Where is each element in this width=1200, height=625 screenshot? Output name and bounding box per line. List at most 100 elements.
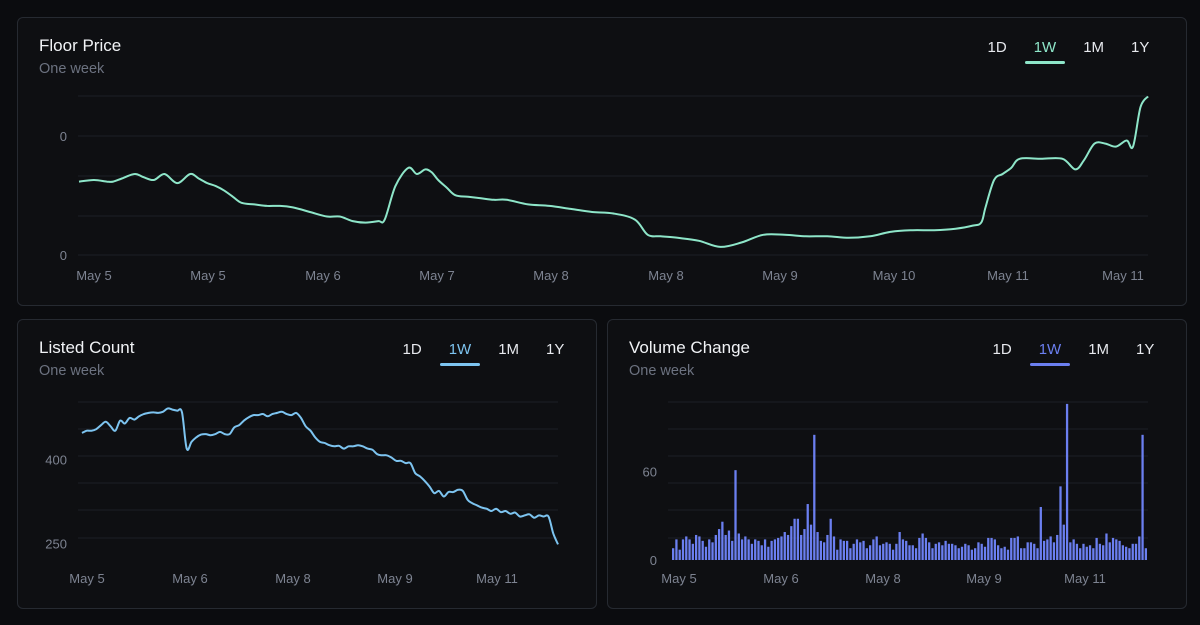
listed-tab-1w[interactable]: 1W bbox=[439, 341, 481, 366]
x-tick-label: May 9 bbox=[762, 268, 797, 283]
volume-bar bbox=[990, 537, 993, 560]
volume-bar bbox=[724, 534, 727, 560]
volume-bar bbox=[977, 542, 980, 560]
x-tick-label: May 11 bbox=[987, 268, 1029, 283]
x-tick-label: May 6 bbox=[763, 571, 798, 586]
volume-bar bbox=[1052, 542, 1056, 560]
volume-bar bbox=[672, 548, 675, 560]
volume-bar bbox=[852, 543, 855, 560]
volume-bar bbox=[701, 540, 704, 560]
volume-bar bbox=[767, 546, 770, 560]
volume-bar bbox=[675, 539, 678, 560]
volume-bar bbox=[1019, 548, 1023, 560]
volume-bar bbox=[754, 539, 757, 560]
floor-tab-1d[interactable]: 1D bbox=[979, 39, 1016, 64]
volume-bar bbox=[829, 518, 832, 560]
volume-bar bbox=[777, 537, 780, 560]
y-tick-label: 0 bbox=[60, 248, 67, 263]
volume-bar bbox=[1016, 536, 1019, 560]
floor-tab-1w[interactable]: 1W bbox=[1024, 39, 1066, 64]
tab-label: 1D bbox=[987, 39, 1007, 56]
volume-tab-1m[interactable]: 1M bbox=[1079, 341, 1118, 366]
volume-bar bbox=[1118, 540, 1121, 560]
tab-label: 1D bbox=[402, 341, 422, 358]
volume-bar bbox=[875, 536, 878, 560]
listed-count-timeframe-tabs: 1D 1W 1M 1Y bbox=[389, 341, 578, 366]
volume-bar bbox=[800, 534, 803, 560]
volume-bar bbox=[1115, 539, 1118, 560]
volume-bar bbox=[1072, 539, 1075, 560]
volume-bar bbox=[993, 539, 996, 560]
volume-bar bbox=[1033, 543, 1036, 560]
volume-bar bbox=[996, 545, 1000, 560]
volume-bar bbox=[803, 529, 806, 560]
volume-bar bbox=[1102, 545, 1105, 560]
x-tick-label: May 9 bbox=[966, 571, 1001, 586]
volume-bar bbox=[944, 540, 947, 560]
volume-bar bbox=[1111, 537, 1115, 560]
volume-bar bbox=[678, 549, 681, 560]
volume-bar bbox=[790, 526, 793, 560]
volume-bar bbox=[1026, 542, 1029, 560]
x-tick-label: May 11 bbox=[1102, 268, 1144, 283]
volume-bar bbox=[770, 540, 773, 560]
volume-bar bbox=[911, 545, 914, 560]
volume-bar bbox=[1056, 534, 1059, 560]
volume-bar bbox=[757, 540, 760, 560]
tab-label: 1M bbox=[1088, 341, 1110, 358]
listed-count-card: Listed Count One week 1D 1W 1M 1Y 400 250… bbox=[17, 319, 597, 609]
volume-tab-1w[interactable]: 1W bbox=[1029, 341, 1071, 366]
volume-bar bbox=[685, 536, 688, 560]
volume-bar bbox=[704, 546, 708, 560]
volume-bar bbox=[868, 545, 872, 560]
tab-label: 1W bbox=[1033, 39, 1057, 56]
tab-label: 1Y bbox=[1131, 39, 1150, 56]
volume-tab-1d[interactable]: 1D bbox=[984, 341, 1021, 366]
y-tick-label: 250 bbox=[45, 536, 67, 551]
volume-bar bbox=[1108, 542, 1111, 560]
volume-bar bbox=[842, 540, 845, 560]
volume-change-subtitle: One week bbox=[629, 363, 695, 379]
volume-bar bbox=[898, 532, 901, 560]
volume-bar bbox=[819, 540, 822, 560]
volume-bar bbox=[823, 542, 826, 560]
volume-bar bbox=[960, 546, 964, 560]
floor-tab-1m[interactable]: 1M bbox=[1074, 39, 1113, 64]
volume-bar bbox=[717, 529, 721, 560]
x-tick-label: May 7 bbox=[419, 268, 454, 283]
listed-tab-1d[interactable]: 1D bbox=[394, 341, 431, 366]
volume-bar bbox=[793, 518, 796, 560]
volume-change-card: Volume Change One week 1D 1W 1M 1Y 60 0 Ma… bbox=[607, 319, 1187, 609]
volume-bar bbox=[1144, 548, 1147, 560]
volume-bar bbox=[895, 543, 898, 560]
volume-bar bbox=[954, 545, 957, 560]
volume-bar bbox=[934, 543, 937, 560]
volume-bar bbox=[1105, 533, 1108, 560]
volume-bar bbox=[918, 537, 921, 560]
volume-bar bbox=[1141, 434, 1144, 560]
volume-bar bbox=[882, 543, 885, 560]
volume-bar bbox=[908, 545, 911, 560]
volume-bar bbox=[987, 537, 990, 560]
floor-price-card: Floor Price One week 1D 1W 1M 1Y 0 0 May 5… bbox=[17, 17, 1187, 306]
listed-tab-1y[interactable]: 1Y bbox=[537, 341, 573, 366]
volume-bar bbox=[1075, 543, 1079, 560]
volume-tab-1y[interactable]: 1Y bbox=[1127, 341, 1163, 366]
volume-bar bbox=[1079, 548, 1082, 560]
y-tick-label: 400 bbox=[45, 453, 67, 468]
volume-bar bbox=[924, 537, 928, 560]
volume-bar bbox=[832, 536, 836, 560]
volume-bar bbox=[914, 548, 918, 560]
volume-bar bbox=[1134, 543, 1138, 560]
volume-bar bbox=[727, 530, 731, 560]
listed-tab-1m[interactable]: 1M bbox=[489, 341, 528, 366]
volume-bar bbox=[780, 536, 783, 560]
floor-tab-1y[interactable]: 1Y bbox=[1122, 39, 1158, 64]
volume-bar bbox=[698, 536, 701, 560]
volume-change-timeframe-tabs: 1D 1W 1M 1Y bbox=[979, 341, 1168, 366]
volume-bar bbox=[980, 543, 983, 560]
volume-bar bbox=[760, 545, 763, 560]
tab-label: 1M bbox=[1083, 39, 1105, 56]
volume-bar bbox=[928, 542, 931, 560]
volume-bar bbox=[1092, 548, 1095, 560]
